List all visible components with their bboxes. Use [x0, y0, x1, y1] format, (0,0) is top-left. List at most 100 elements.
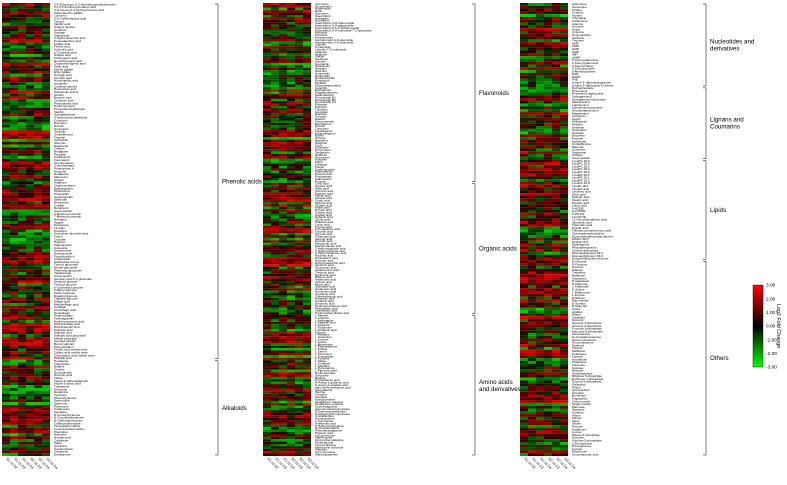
- group-bracket: [215, 3, 219, 359]
- row-label: Myricitrin: [315, 33, 328, 37]
- heatmap-cell: [303, 357, 312, 361]
- row-label: Mesaconic acid: [315, 242, 337, 246]
- heatmap-cell: [18, 226, 27, 230]
- row-label: Methyl gallate: [54, 67, 73, 71]
- heatmap-cell: [263, 134, 272, 138]
- heatmap-cell: [295, 300, 304, 303]
- heatmap-cell: [271, 60, 280, 63]
- heatmap-cell: [536, 223, 545, 227]
- heatmap-cell: [263, 285, 272, 289]
- heatmap-cell: [263, 58, 272, 61]
- heatmap-cell: [560, 324, 569, 328]
- heatmap-cell: [544, 366, 553, 370]
- heatmap-cell: [279, 429, 288, 433]
- row-label: Erythritol: [572, 343, 585, 347]
- heatmap-cell: [271, 218, 280, 222]
- heatmap-cell: [34, 294, 43, 298]
- heatmap-cell: [536, 8, 545, 12]
- heatmap-cell: [271, 285, 280, 289]
- heatmap-cell: [18, 82, 27, 86]
- heatmap-cell: [10, 334, 19, 338]
- heatmap-cell: [263, 180, 272, 183]
- heatmap-cell: [552, 265, 561, 269]
- row-label: Succinic acid: [315, 189, 333, 193]
- heatmap-cell: [520, 162, 529, 166]
- heatmap-cell: [544, 360, 553, 364]
- row-label: Quinic acid: [315, 218, 331, 222]
- heatmap-cell: [18, 102, 27, 105]
- heatmap-cell: [26, 136, 35, 139]
- heatmap-cell: [520, 282, 529, 286]
- heatmap-cell: [271, 436, 280, 440]
- row-label: Hyperoside: [315, 7, 331, 11]
- heatmap-cell: [303, 393, 312, 397]
- heatmap-cell: [287, 269, 296, 272]
- heatmap-cell: [18, 198, 27, 202]
- heatmap-cell: [263, 429, 272, 433]
- heatmap-cell: [295, 194, 304, 198]
- heatmap-cell: [560, 173, 569, 177]
- heatmap-cell: [42, 337, 51, 340]
- heatmap-cell: [271, 345, 280, 349]
- heatmap-cell: [263, 223, 272, 226]
- heatmap-cell: [536, 414, 545, 417]
- heatmap-cell: [34, 8, 43, 12]
- heatmap-cell: [42, 365, 51, 369]
- heatmap-cell: [10, 266, 19, 270]
- heatmap-cell: [263, 96, 272, 99]
- heatmap-cell: [279, 432, 288, 435]
- heatmap-cell: [2, 407, 11, 411]
- heatmap-cell: [26, 453, 35, 457]
- heatmap-cell: [271, 333, 280, 337]
- heatmap-cell: [544, 302, 553, 306]
- heatmap-cell: [10, 195, 19, 199]
- heatmap-cell: [520, 184, 529, 188]
- row-label: Decursin: [54, 169, 66, 173]
- heatmap-cell: [26, 170, 35, 173]
- heatmap-cell: [271, 415, 280, 418]
- heatmap-cell: [295, 70, 304, 73]
- heatmap-cell: [18, 138, 27, 142]
- heatmap-cell: [528, 324, 537, 328]
- heatmap-cell: [552, 251, 561, 255]
- heatmap-cell: [528, 257, 537, 261]
- heatmap-cell: [26, 178, 35, 182]
- heatmap-cell: [528, 226, 537, 230]
- heatmap-cell: [287, 319, 296, 322]
- heatmap-cell: [528, 151, 537, 155]
- row-label: Ethyl gallate: [54, 70, 71, 74]
- group-label: Flavonoids: [479, 90, 509, 97]
- heatmap-cell: [26, 175, 35, 179]
- heatmap-cell: [560, 240, 569, 244]
- heatmap-cell: [536, 405, 545, 409]
- heatmap-cell: [520, 344, 529, 347]
- heatmap-cell: [536, 126, 545, 129]
- heatmap-cell: [520, 126, 529, 129]
- heatmap-cell: [528, 316, 537, 320]
- heatmap-cell: [2, 419, 11, 423]
- row-label: N-Acetylserotonin: [315, 426, 340, 430]
- heatmap-cell: [263, 352, 272, 356]
- heatmap-cell: [18, 385, 27, 389]
- heatmap-cell: [303, 115, 312, 119]
- row-label: Trigalloyl glucose: [54, 297, 78, 301]
- heatmap-cell: [263, 17, 272, 20]
- heatmap-cell: [271, 273, 280, 277]
- heatmap-cell: [536, 176, 545, 180]
- heatmap-cell: [279, 211, 288, 214]
- row-label: Sinensetin: [315, 155, 330, 159]
- heatmap-cell: [2, 201, 11, 205]
- heatmap-cell: [34, 436, 43, 440]
- heatmap-cell: [560, 98, 569, 101]
- heatmap-cell: [279, 70, 288, 73]
- heatmap-cell: [287, 393, 296, 397]
- heatmap-cell: [528, 282, 537, 286]
- heatmap-cell: [560, 251, 569, 255]
- heatmap-cell: [303, 65, 312, 68]
- heatmap-cell: [2, 266, 11, 270]
- heatmap-cell: [26, 235, 35, 239]
- heatmap-cell: [560, 428, 569, 431]
- heatmap-cell: [18, 85, 27, 88]
- heatmap-cell: [287, 379, 296, 382]
- row-label: Methyl salicylate: [54, 336, 77, 340]
